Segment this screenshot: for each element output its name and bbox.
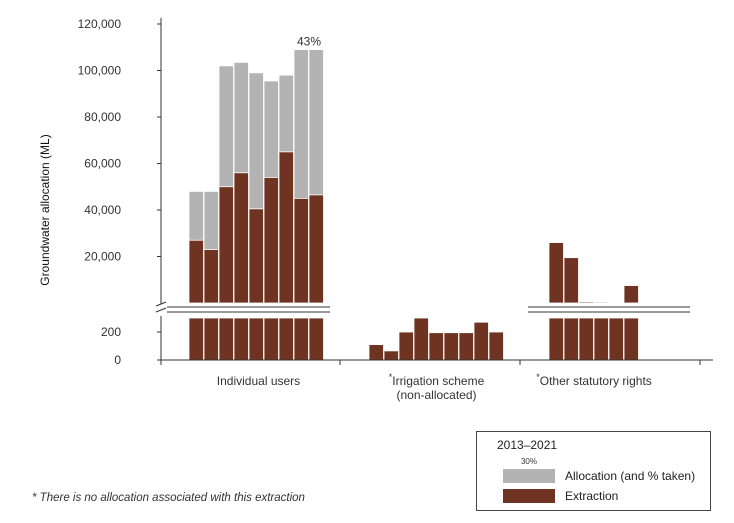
upper-tick-label: 80,000 [84, 110, 121, 124]
extraction-bar [593, 301, 609, 304]
extraction-bar [548, 242, 564, 304]
extraction-bar-lower [608, 317, 624, 361]
extraction-bar [443, 332, 459, 361]
category-label: Individual users [217, 374, 300, 388]
extraction-bar-lower [293, 317, 309, 361]
legend-label-allocation: Allocation (and % taken) [565, 469, 696, 483]
lower-axis-ticks: 0 200 [101, 325, 161, 367]
legend-title: 2013–2021 [497, 438, 558, 452]
legend-item-allocation: 30% Allocation (and % taken) [503, 457, 696, 483]
category-label: *Irrigation scheme [389, 372, 485, 388]
legend-swatch-allocation: 30% [503, 457, 555, 483]
axes [155, 18, 713, 365]
extraction-bar [368, 344, 384, 361]
extraction-bar [578, 301, 594, 304]
extraction-bar [308, 194, 324, 304]
extraction-bar-lower [233, 317, 249, 361]
upper-tick-label: 100,000 [78, 64, 122, 78]
upper-tick-label: 120,000 [78, 17, 122, 31]
axis-break-mark [155, 301, 167, 307]
legend: 2013–2021 30% Allocation (and % taken) E… [476, 431, 711, 511]
extraction-bar [488, 331, 504, 361]
extraction-bar-lower [413, 317, 429, 361]
bar-annotation: 43% [297, 35, 321, 49]
category-labels: Individual users *Irrigation scheme(non-a… [217, 372, 652, 402]
extraction-bar [398, 331, 414, 361]
extraction-bar [473, 321, 489, 361]
extraction-bar [623, 285, 639, 304]
extraction-bar [188, 239, 204, 304]
upper-tick-label: 20,000 [84, 250, 121, 264]
category-label: (non-allocated) [396, 388, 476, 402]
legend-swatch-extraction [503, 489, 555, 503]
legend-label-extraction: Extraction [565, 489, 619, 503]
category-asterisk: * [389, 372, 393, 382]
extraction-bar [563, 257, 579, 304]
extraction-bar [428, 332, 444, 361]
lower-tick-label: 200 [101, 325, 121, 339]
extraction-bar-lower [188, 317, 204, 361]
extraction-bar [278, 151, 294, 304]
extraction-bar [383, 350, 399, 361]
category-asterisk: * [536, 372, 540, 382]
axis-break-mark [155, 307, 167, 313]
bars: 43% [188, 35, 639, 361]
extraction-bar-lower [308, 317, 324, 361]
y-axis-label: Groundwater allocation (ML) [38, 134, 52, 285]
extraction-bar-lower [278, 317, 294, 361]
footnote: * There is no allocation associated with… [32, 492, 305, 504]
extraction-bar-lower [263, 317, 279, 361]
extraction-bar-lower [563, 317, 579, 361]
extraction-bar-lower [593, 317, 609, 361]
extraction-bar-lower [623, 317, 639, 361]
extraction-bar-lower [548, 317, 564, 361]
extraction-bar [458, 332, 474, 361]
extraction-bar [248, 208, 264, 304]
category-label: *Other statutory rights [536, 372, 652, 388]
extraction-bar-lower [578, 317, 594, 361]
extraction-bar-lower [248, 317, 264, 361]
lower-tick-label: 0 [114, 353, 121, 367]
legend-swatch-percent: 30% [520, 457, 537, 466]
upper-axis-ticks: 20,000 40,000 60,000 80,000 100,000 120,000 [78, 17, 161, 264]
upper-tick-label: 60,000 [84, 157, 121, 171]
extraction-bar [413, 301, 429, 304]
extraction-bar [293, 197, 309, 304]
upper-tick-label: 40,000 [84, 203, 121, 217]
extraction-bar [218, 186, 234, 304]
extraction-bar-lower [203, 317, 219, 361]
extraction-bar [203, 249, 219, 304]
extraction-bar-lower [218, 317, 234, 361]
extraction-bar [233, 172, 249, 304]
extraction-bar [263, 177, 279, 304]
legend-item-extraction: Extraction [503, 489, 618, 503]
